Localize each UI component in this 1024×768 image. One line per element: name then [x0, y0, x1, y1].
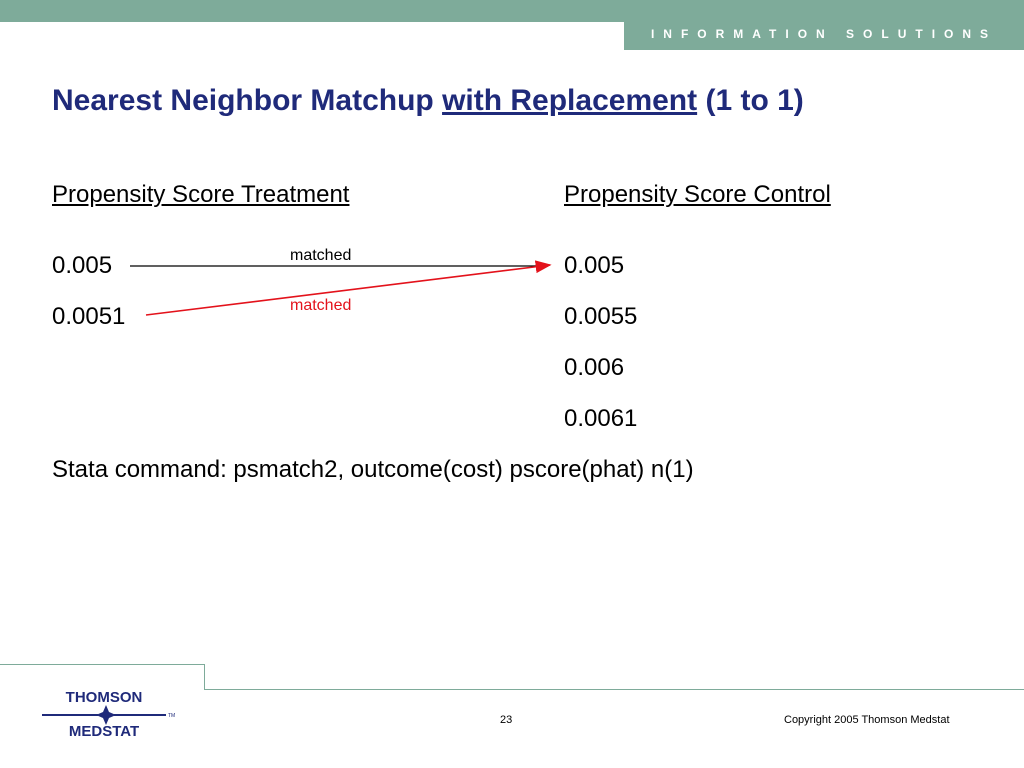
compass-star-icon — [96, 705, 116, 725]
slide-title: Nearest Neighbor Matchup with Replacemen… — [52, 84, 804, 118]
stata-command: Stata command: psmatch2, outcome(cost) p… — [52, 456, 694, 483]
control-value-3: 0.006 — [564, 354, 625, 381]
copyright: Copyright 2005 Thomson Medstat — [784, 714, 950, 726]
logo-top: THOMSON — [66, 689, 143, 706]
treatment-value-1: 0.005 — [52, 252, 113, 279]
control-value-2: 0.0055 — [564, 303, 638, 330]
tagline: INFORMATION SOLUTIONS — [650, 27, 998, 41]
logo-mark: TM — [168, 713, 175, 719]
header-band — [0, 0, 1024, 22]
footer-divider-step — [204, 664, 205, 690]
page-number: 23 — [500, 714, 513, 726]
footer-divider-left — [0, 664, 205, 665]
control-value-4: 0.0061 — [564, 405, 638, 432]
control-header: Propensity Score Control — [564, 181, 831, 208]
treatment-header: Propensity Score Treatment — [52, 181, 350, 208]
logo-bottom: MEDSTAT — [69, 723, 139, 740]
tagline-bar: INFORMATION SOLUTIONS — [624, 22, 1024, 50]
thomson-medstat-logo: THOMSON TM MEDSTAT — [40, 688, 180, 740]
title-part1: Nearest Neighbor Matchup — [52, 84, 443, 117]
title-part2: (1 to 1) — [697, 84, 804, 117]
title-underlined: with Replacement — [442, 84, 698, 117]
match-label-red: matched — [290, 297, 352, 314]
control-value-1: 0.005 — [564, 252, 625, 279]
match-arrow-red — [145, 260, 552, 316]
match-label-black: matched — [290, 247, 352, 264]
treatment-value-2: 0.0051 — [52, 303, 126, 330]
footer-divider-right — [204, 689, 1024, 690]
